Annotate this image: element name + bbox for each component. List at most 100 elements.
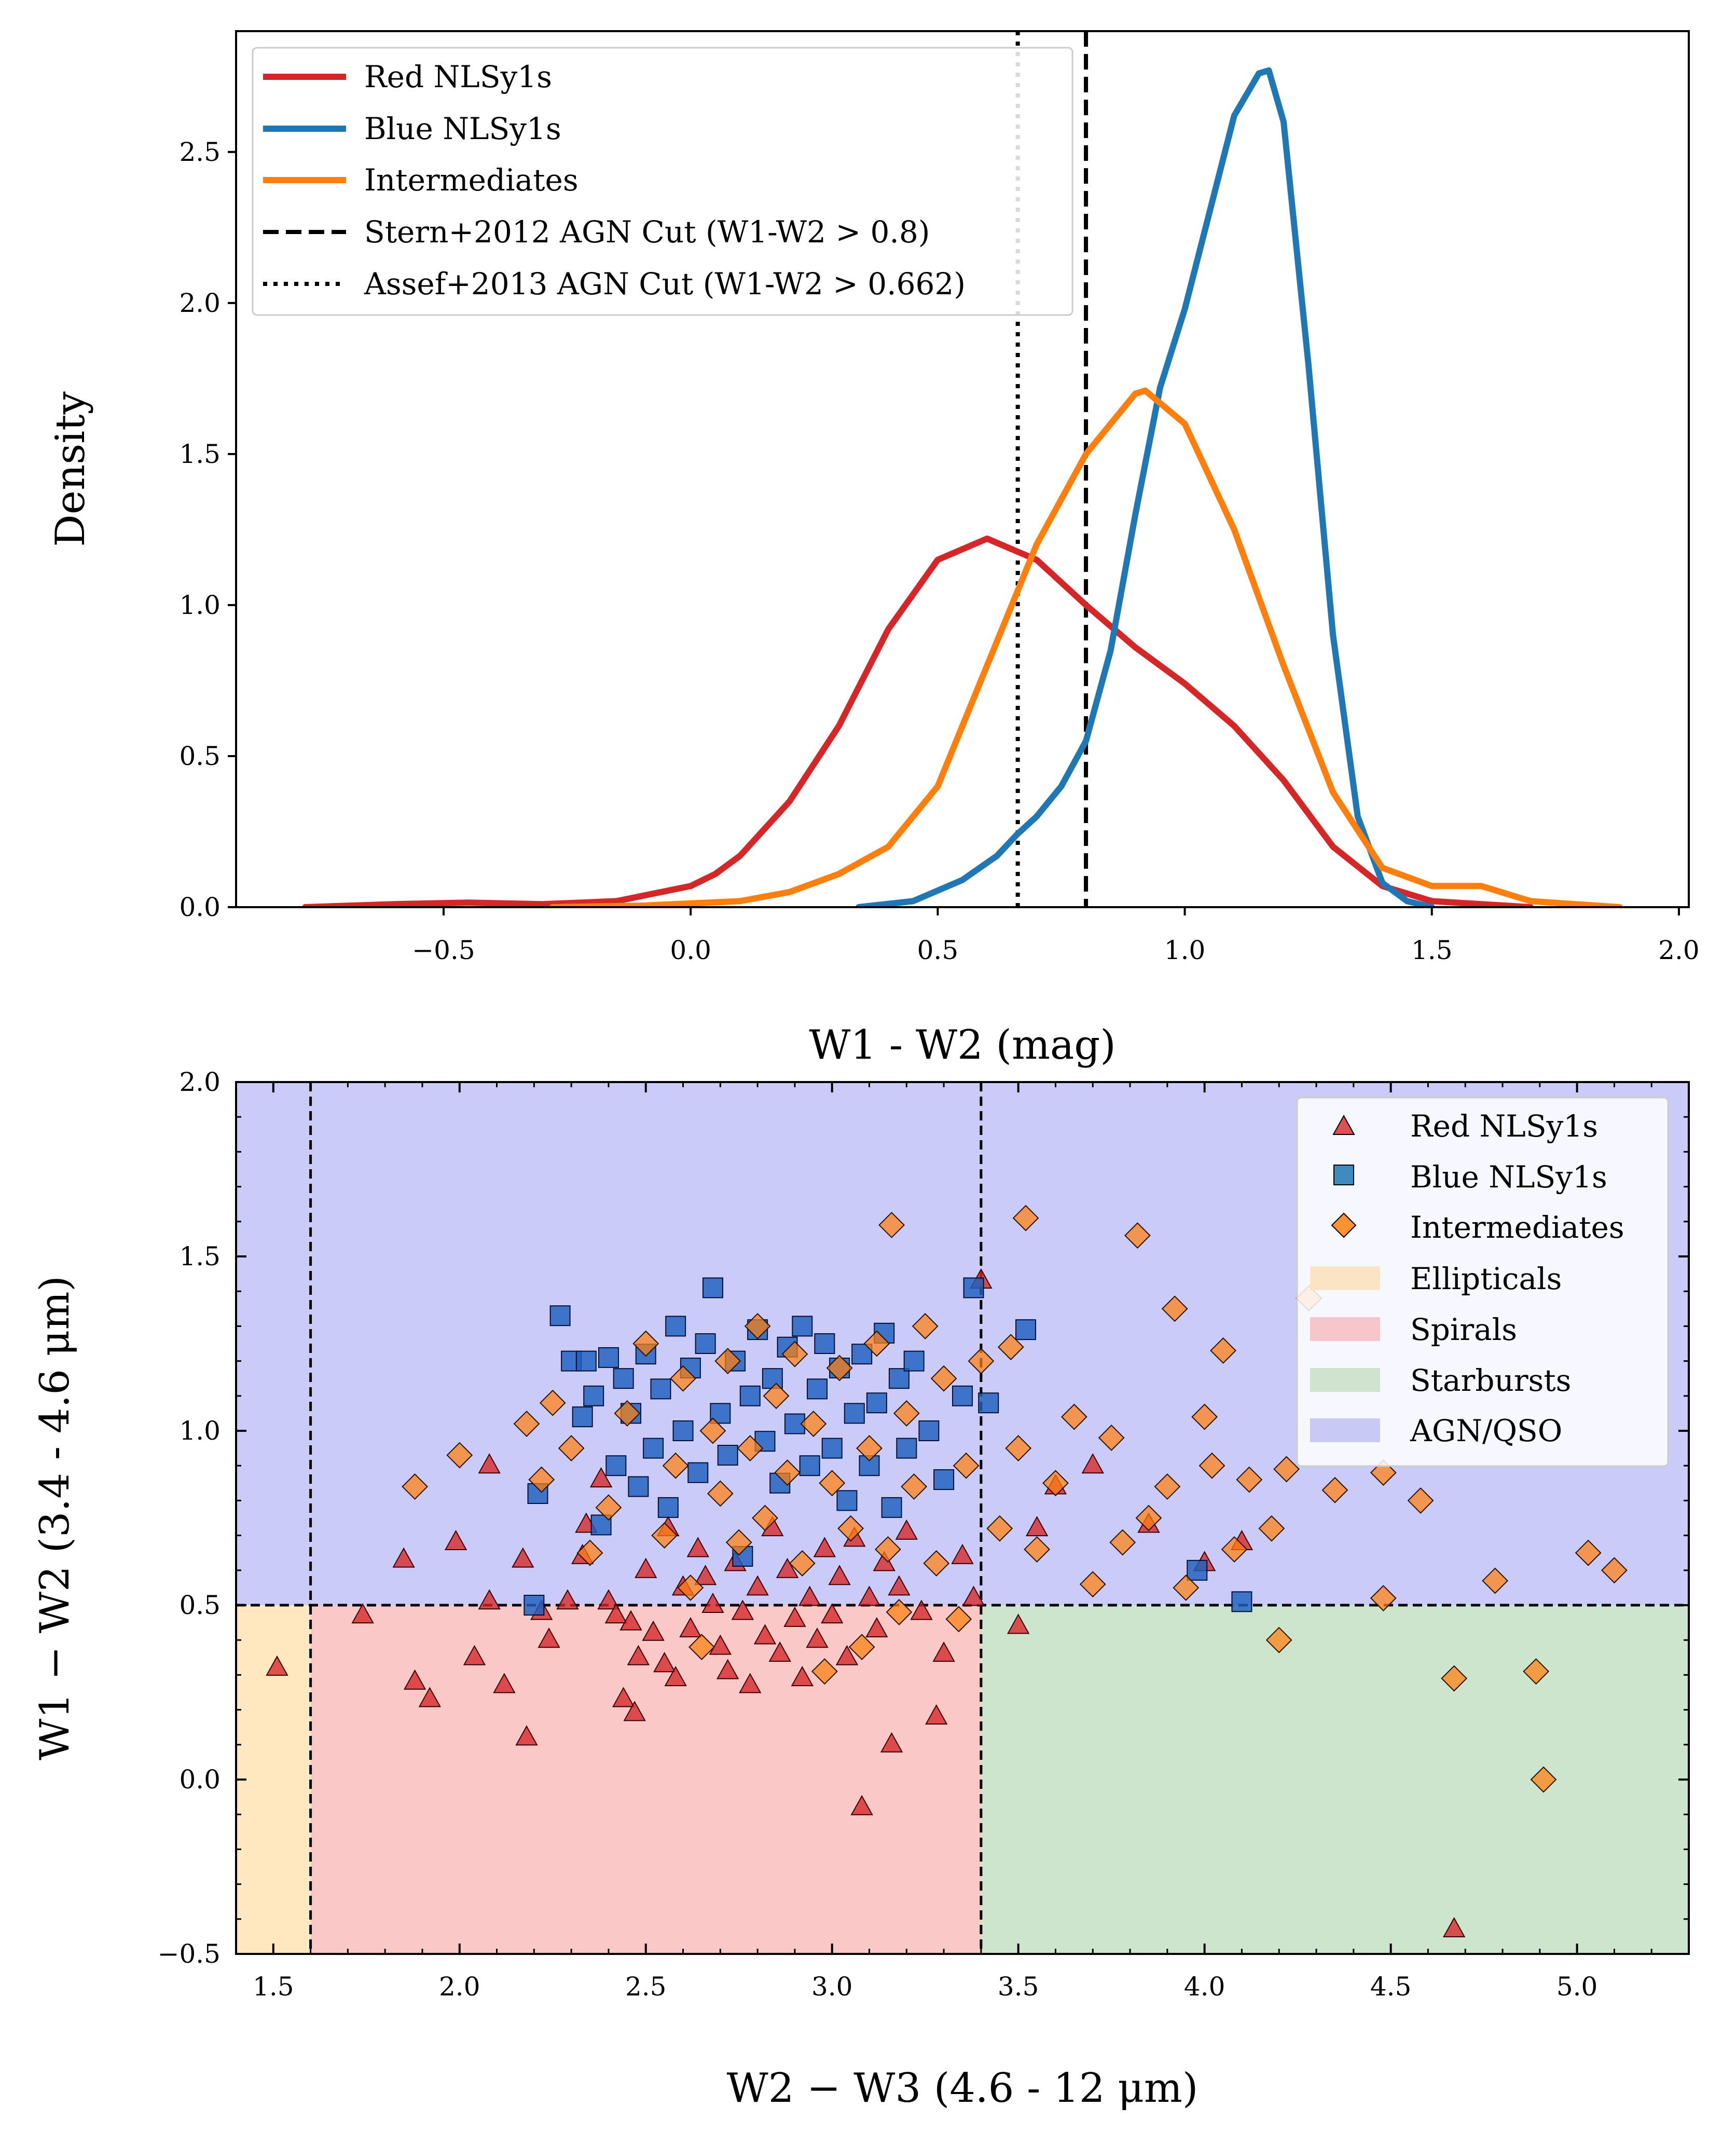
- blue-nlsy1-point: [717, 1445, 738, 1466]
- kde-x-tick-label: 0.5: [917, 935, 959, 965]
- kde-curve-blue: [856, 67, 1435, 907]
- intermediate-point: [651, 1522, 678, 1549]
- intermediate-point: [923, 1550, 950, 1577]
- region-spirals: [310, 1605, 981, 1954]
- kde-x-tick-label: 0.0: [670, 935, 711, 965]
- blue-nlsy1-point: [643, 1438, 664, 1459]
- blue-nlsy1-point: [702, 1277, 723, 1298]
- scatter-legend-frame: [1296, 1097, 1669, 1467]
- blue-nlsy1-point: [866, 1392, 887, 1414]
- legend-blue-label: Blue NLSy1s: [1410, 1159, 1607, 1195]
- intermediate-point: [800, 1411, 827, 1437]
- intermediate-point: [614, 1400, 641, 1427]
- intermediate-point: [1173, 1574, 1200, 1601]
- kde-axes-frame: [235, 30, 1690, 908]
- blue-nlsy1-point: [650, 1378, 671, 1400]
- kde-y-tick-label: 0.0: [179, 892, 221, 922]
- intermediate-point: [856, 1435, 883, 1462]
- blue-nlsy1-point: [807, 1378, 828, 1400]
- blue-nlsy1-point: [549, 1305, 571, 1326]
- kde-legend: Red NLSy1s Blue NLSy1s Intermediates Ste…: [252, 47, 1073, 316]
- intermediate-point: [848, 1634, 875, 1661]
- intermediate-point: [662, 1452, 689, 1479]
- red-nlsy1-point: [835, 1645, 859, 1665]
- blue-nlsy1-point: [695, 1333, 716, 1354]
- blue-nlsy1-point: [978, 1392, 999, 1414]
- region-ellipticals: [236, 1605, 311, 1954]
- red-nlsy1-point: [865, 1617, 888, 1638]
- red-nlsy1-point: [512, 1547, 534, 1568]
- intermediate-point: [632, 1330, 659, 1357]
- blue-nlsy1-point: [1015, 1319, 1037, 1340]
- red-nlsy1-point: [444, 1529, 467, 1551]
- intermediate-point: [513, 1411, 540, 1437]
- red-nlsy1-point: [858, 1585, 881, 1606]
- intermediate-point: [1135, 1504, 1162, 1531]
- blue-nlsy1-point: [888, 1368, 910, 1389]
- red-nlsy1-point: [731, 1599, 754, 1620]
- intermediate-point: [558, 1435, 585, 1462]
- red-nlsy1-point: [791, 1666, 814, 1687]
- intermediate-point: [539, 1389, 566, 1416]
- red-nlsy1-point: [850, 1795, 873, 1815]
- red-nlsy1-point: [806, 1627, 829, 1648]
- legend-starbursts-label: Starbursts: [1410, 1363, 1571, 1398]
- intermediate-point: [1005, 1435, 1032, 1462]
- intermediate-point: [1060, 1403, 1087, 1430]
- red-nlsy1-point: [635, 1557, 657, 1578]
- intermediate-point: [968, 1348, 995, 1375]
- kde-curve-red: [302, 535, 1534, 907]
- intermediate-point: [714, 1348, 741, 1375]
- intermediate-point: [402, 1473, 429, 1500]
- intermediate-point: [576, 1539, 603, 1566]
- blue-nlsy1-point: [963, 1277, 984, 1298]
- intermediate-point: [1530, 1766, 1557, 1793]
- intermediate-point: [1575, 1539, 1602, 1566]
- scatter-y-axis-label: W1 − W2 (3.4 - 4.6 μm): [32, 1276, 78, 1760]
- blue-nlsy1-point: [672, 1420, 694, 1441]
- red-nlsy1-point: [1442, 1917, 1466, 1937]
- intermediate-point: [997, 1334, 1024, 1361]
- red-nlsy1-point: [493, 1673, 516, 1693]
- kde-x-axis-label: W1 - W2 (mag): [809, 1022, 1116, 1069]
- intermediate-point: [744, 1312, 771, 1339]
- scatter-x-tick-label: 4.0: [1184, 1972, 1225, 2002]
- scatter-y-tick-label: −0.5: [158, 1939, 221, 1969]
- blue-nlsy1-point: [628, 1476, 649, 1497]
- blue-nlsy1-point: [523, 1595, 545, 1616]
- scatter-x-tick-label: 1.5: [253, 1972, 294, 2002]
- red-nlsy1-point: [619, 1610, 642, 1631]
- legend-spirals-swatch: [1310, 1317, 1380, 1341]
- red-nlsy1-point: [951, 1543, 974, 1564]
- red-nlsy1-point: [515, 1725, 538, 1746]
- kde-y-ticks: 0.0 0.5 1.0 1.5 2.0 2.5: [179, 137, 236, 922]
- blue-nlsy1-point: [1187, 1560, 1208, 1581]
- blue-nlsy1-point: [792, 1316, 813, 1337]
- red-nlsy1-point: [556, 1589, 579, 1610]
- red-nlsy1-point: [612, 1687, 635, 1707]
- red-nlsy1-point: [798, 1585, 821, 1606]
- intermediate-point: [1258, 1515, 1285, 1542]
- scatter-axes-frame: [235, 1081, 1690, 1955]
- red-nlsy1-point: [694, 1565, 717, 1585]
- red-nlsy1-point: [623, 1701, 646, 1721]
- blue-nlsy1-point: [881, 1497, 902, 1518]
- scatter-y-tick-label: 0.0: [179, 1764, 221, 1795]
- intermediate-point: [1407, 1487, 1434, 1514]
- kde-curve-intermediate: [549, 387, 1623, 907]
- red-nlsy1-point: [1007, 1613, 1030, 1634]
- kde-legend-frame: [252, 47, 1073, 316]
- intermediate-point: [819, 1470, 846, 1497]
- blue-nlsy1-point: [799, 1455, 820, 1476]
- kde-y-tick-label: 2.5: [179, 137, 221, 167]
- blue-nlsy1-point: [859, 1455, 880, 1476]
- red-nlsy1-point: [1025, 1516, 1049, 1537]
- red-nlsy1-point: [828, 1565, 851, 1585]
- blue-nlsy1-point: [762, 1368, 783, 1389]
- blue-nlsy1-point: [665, 1316, 686, 1337]
- legend-red-triangle-marker: [1332, 1114, 1355, 1135]
- legend-red-label: Red NLSy1s: [364, 59, 552, 94]
- legend-intermediate-label: Intermediates: [1410, 1210, 1624, 1245]
- region-starbursts: [981, 1605, 1689, 1954]
- red-nlsy1-point: [783, 1606, 806, 1627]
